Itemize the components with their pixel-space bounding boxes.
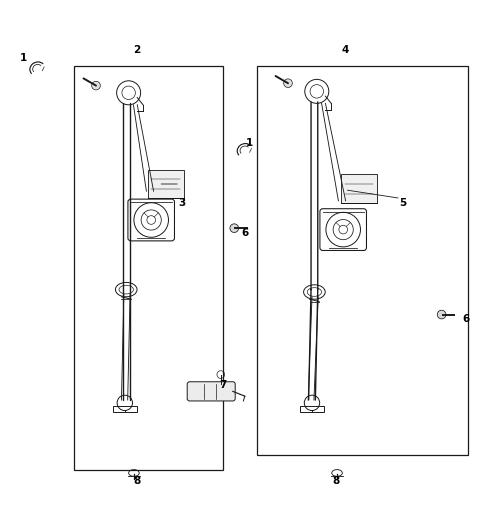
Text: 7: 7	[219, 379, 227, 390]
Bar	[341, 175, 377, 203]
Circle shape	[92, 81, 100, 90]
Text: 2: 2	[133, 45, 141, 55]
Text: 1: 1	[19, 53, 27, 63]
Text: 8: 8	[133, 476, 141, 486]
Bar	[113, 406, 137, 413]
Bar	[300, 406, 324, 413]
Text: 8: 8	[332, 476, 340, 486]
Text: 3: 3	[179, 198, 186, 208]
FancyBboxPatch shape	[187, 382, 235, 401]
Text: 5: 5	[399, 198, 407, 208]
Bar	[257, 67, 468, 455]
Circle shape	[230, 224, 239, 232]
Circle shape	[437, 310, 446, 319]
Text: 1: 1	[246, 138, 253, 148]
Text: 6: 6	[241, 228, 249, 238]
Bar	[74, 67, 223, 470]
Circle shape	[284, 79, 292, 88]
Text: 6: 6	[462, 314, 469, 325]
Bar	[148, 169, 183, 198]
Text: 4: 4	[342, 45, 349, 55]
